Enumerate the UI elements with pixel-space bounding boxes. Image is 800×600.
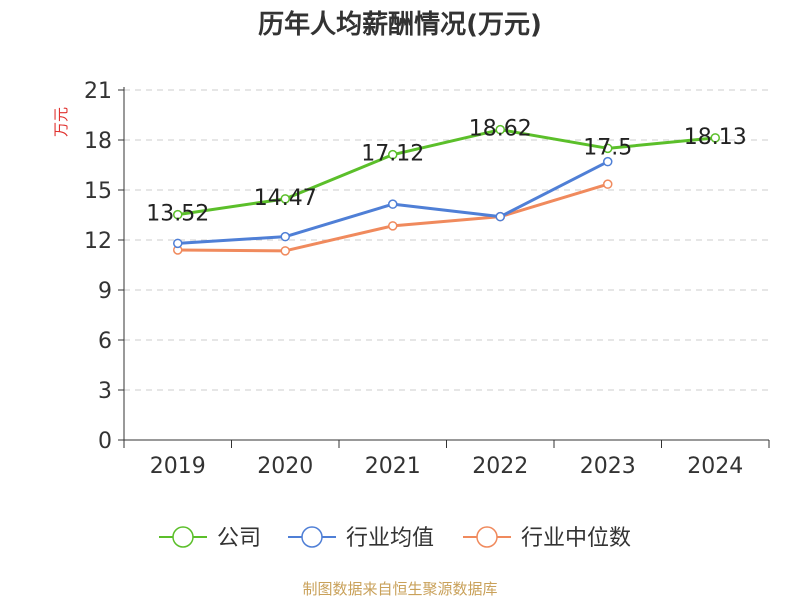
legend-item[interactable]: 行业中位数: [463, 526, 631, 551]
x-tick-label: 2023: [580, 454, 636, 479]
series-line: [177, 128, 716, 217]
x-tick-label: 2024: [687, 454, 743, 479]
y-tick-label: 12: [84, 229, 112, 254]
data-point: [280, 246, 290, 256]
data-point: [280, 194, 290, 204]
legend-item[interactable]: 公司: [159, 526, 261, 551]
x-tick-label: 2020: [257, 454, 313, 479]
x-tick-label: 2021: [365, 454, 421, 479]
data-point: [173, 209, 183, 220]
data-label: 18.13: [684, 125, 747, 150]
legend-marker: [476, 526, 498, 548]
y-tick-label: 0: [98, 429, 112, 454]
y-tick-label: 15: [84, 179, 112, 204]
y-tick-label: 3: [98, 379, 112, 404]
legend-marker: [301, 526, 323, 548]
data-point: [603, 156, 613, 167]
data-point: [495, 211, 505, 222]
data-label: 18.62: [469, 117, 532, 142]
data-label: 14.47: [254, 186, 317, 211]
data-point: [710, 133, 720, 143]
axes: 0 3 6 9 12 15 18 21 2019 2020 2021 2022 2023 2024: [84, 79, 770, 479]
y-axis-unit-label: 万元: [52, 107, 70, 137]
y-tick-label: 21: [84, 79, 112, 104]
data-label: 13.52: [146, 202, 209, 227]
data-label: 17.5: [583, 135, 632, 160]
y-tick-label: 9: [98, 279, 112, 304]
x-tick-label: 2022: [472, 454, 528, 479]
data-point: [173, 238, 183, 249]
data-point: [388, 149, 398, 160]
legend-marker: [172, 526, 194, 548]
gridlines: [124, 89, 769, 391]
legend-label: 公司: [217, 526, 261, 551]
chart-title: 历年人均薪酬情况(万元): [258, 9, 542, 40]
y-tick-label: 18: [84, 129, 112, 154]
series-lines: [173, 124, 720, 256]
data-label: 17.12: [361, 142, 424, 167]
data-point: [388, 221, 398, 231]
data-point: [280, 231, 290, 242]
data-labels: 13.52 14.47 17.12 18.62 17.5 18.13: [146, 117, 746, 227]
data-point: [495, 124, 505, 135]
legend-item[interactable]: 行业均值: [288, 526, 434, 551]
y-tick-label: 6: [98, 329, 112, 354]
legend-label: 行业均值: [346, 526, 434, 551]
legend-label: 行业中位数: [521, 526, 631, 551]
data-point: [603, 179, 613, 189]
data-point: [388, 199, 398, 209]
source-footer: 制图数据来自恒生聚源数据库: [302, 580, 497, 598]
data-point: [603, 143, 613, 154]
x-tick-label: 2019: [150, 454, 206, 479]
legend: 公司 行业均值 行业中位数: [159, 526, 631, 551]
